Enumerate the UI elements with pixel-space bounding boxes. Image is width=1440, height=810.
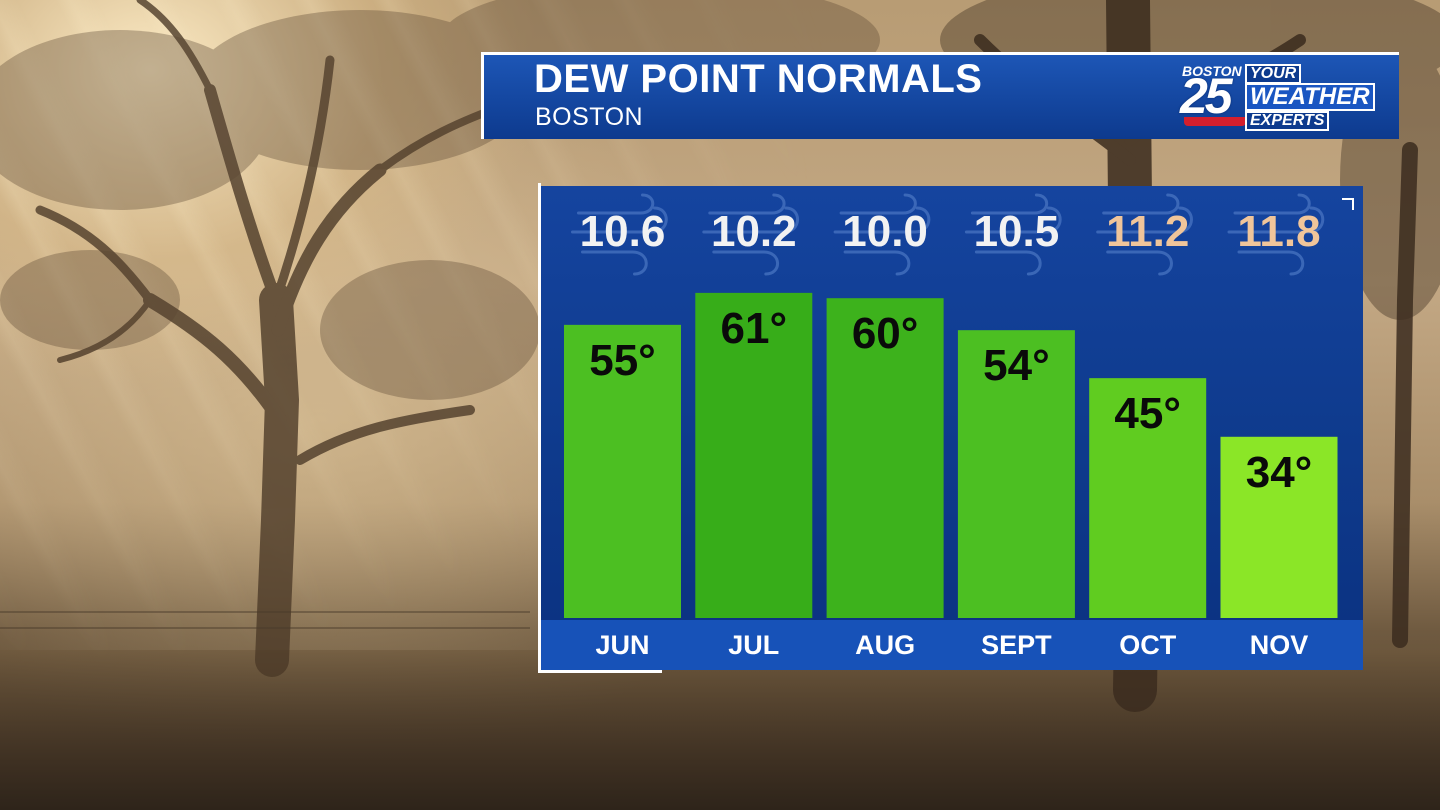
month-label: NOV [1250, 630, 1309, 660]
bar-sept [957, 330, 1075, 618]
month-label: SEPT [981, 630, 1052, 660]
bar-jul [695, 292, 813, 618]
chart-subtitle: BOSTON [535, 103, 644, 131]
ground [0, 650, 1440, 810]
logo-line-experts: EXPERTS [1245, 111, 1330, 131]
wind-icon [833, 193, 931, 276]
top-value-label: 11.8 [1237, 207, 1320, 256]
bar-value-label: 55° [589, 336, 656, 385]
panel-corner-mark [1342, 198, 1354, 210]
top-value-label: 10.5 [974, 207, 1060, 256]
bar-jun [564, 324, 681, 618]
bar-value-label: 45° [1114, 389, 1181, 438]
bar-oct [1089, 378, 1207, 618]
panel-frame-bottom [538, 670, 662, 673]
wind-icon [1227, 193, 1325, 276]
bar-aug [826, 298, 944, 618]
logo-city: BOSTON [1182, 63, 1242, 79]
bar-value-label: 61° [721, 304, 788, 353]
logo-number: 25 [1180, 68, 1233, 124]
month-label: JUN [595, 630, 649, 660]
panel-frame-left [538, 183, 541, 673]
month-label-strip [541, 620, 1363, 670]
bar-value-label: 34° [1246, 448, 1313, 497]
wind-icon [702, 193, 800, 276]
month-label: AUG [855, 630, 915, 660]
bar-value-label: 60° [852, 309, 919, 358]
station-logo: 25 BOSTON YOUR WEATHER EXPERTS [1180, 63, 1394, 135]
wind-icon [964, 193, 1062, 276]
bar-value-label: 54° [983, 341, 1050, 390]
bar-nov [1220, 436, 1338, 618]
top-value-label: 10.6 [580, 207, 666, 256]
month-label: OCT [1119, 630, 1177, 660]
logo-red-underline [1184, 117, 1246, 126]
title-bar: DEW POINT NORMALS BOSTON 25 BOSTON YOUR … [481, 52, 1399, 139]
chart-title: DEW POINT NORMALS [534, 57, 983, 101]
wind-icon [571, 193, 668, 276]
logo-line-weather: WEATHER [1245, 83, 1375, 111]
top-value-label: 10.0 [842, 207, 928, 256]
top-value-label: 11.2 [1106, 207, 1189, 256]
top-value-label: 10.2 [711, 207, 797, 256]
month-label: JUL [728, 630, 779, 660]
wind-icon [1096, 193, 1193, 276]
